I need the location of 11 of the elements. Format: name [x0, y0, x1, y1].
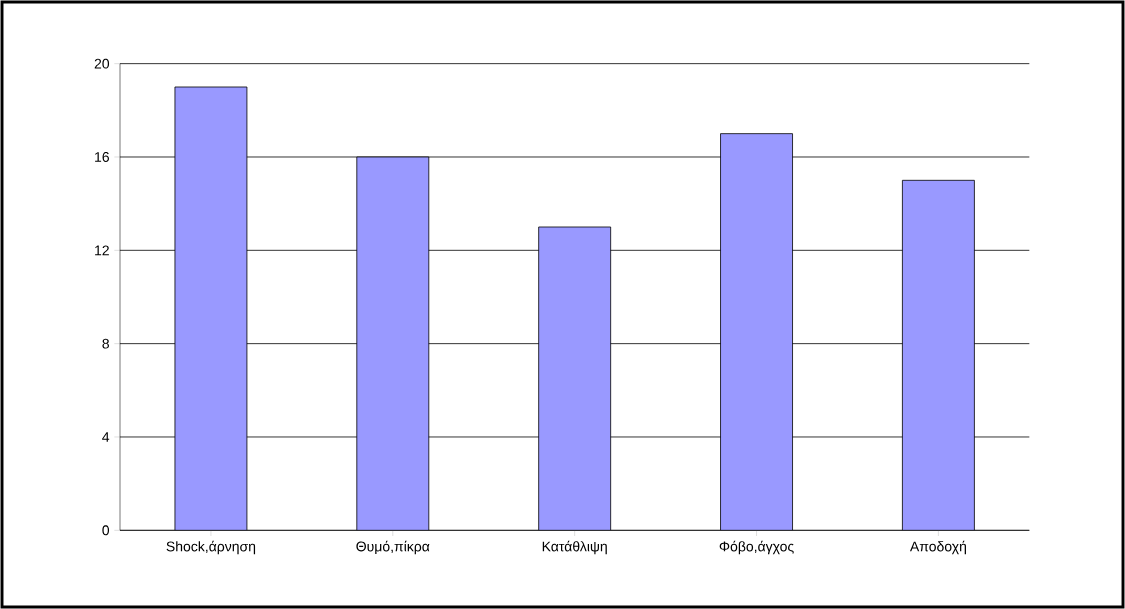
y-tick-label: 16	[95, 152, 109, 162]
x-tick-label: Κατάθλιψη	[542, 540, 607, 555]
x-tick-label: Αποδοχή	[909, 540, 966, 555]
x-tick-label: Θυμό,πίκρα	[356, 540, 430, 555]
y-tick-label: 4	[102, 432, 110, 442]
y-tick-label: 8	[102, 338, 109, 349]
y-tick-label: 12	[95, 245, 109, 256]
x-tick-label: Φόβο,άγχος	[719, 540, 794, 555]
x-tick-label: Shock,άρνηση	[166, 540, 256, 555]
y-tick-label: 0	[102, 525, 110, 536]
y-tick-label: 20	[94, 58, 110, 69]
